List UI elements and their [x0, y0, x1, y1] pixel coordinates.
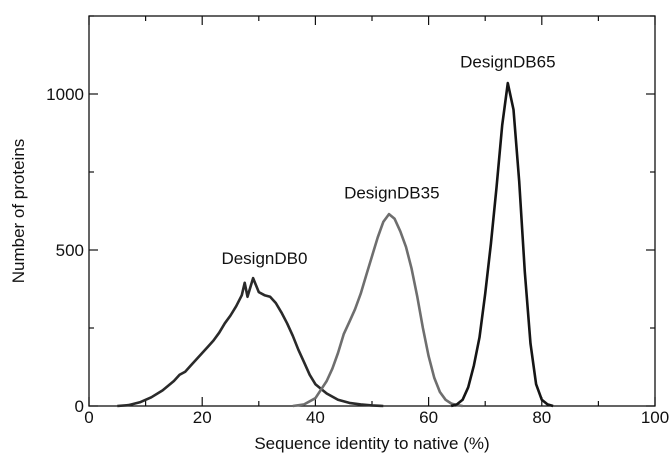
plot-frame: [88, 15, 656, 407]
series-label-designdb0: DesignDB0: [221, 249, 307, 268]
y-axis-title: Number of proteins: [9, 139, 28, 284]
x-tick-label: 100: [641, 408, 669, 427]
x-axis-title: Sequence identity to native (%): [254, 434, 489, 453]
x-tick-label: 20: [193, 408, 212, 427]
x-tick-label: 80: [532, 408, 551, 427]
y-tick-label: 0: [75, 397, 84, 416]
x-tick-label: 60: [419, 408, 438, 427]
y-tick-label: 1000: [46, 85, 84, 104]
x-tick-label: 40: [306, 408, 325, 427]
axis-ticks: [88, 15, 656, 407]
series-label-designdb35: DesignDB35: [344, 184, 439, 203]
series-line-designdb65: [450, 81, 554, 408]
x-tick-label: 0: [84, 408, 93, 427]
y-tick-label: 500: [56, 241, 84, 260]
series-line-designdb35: [292, 212, 463, 408]
series-label-designdb65: DesignDB65: [460, 52, 555, 71]
series-line-designdb0: [117, 276, 384, 408]
series-lines: [117, 81, 554, 408]
series-labels: DesignDB0 DesignDB35 DesignDB65: [221, 52, 555, 268]
